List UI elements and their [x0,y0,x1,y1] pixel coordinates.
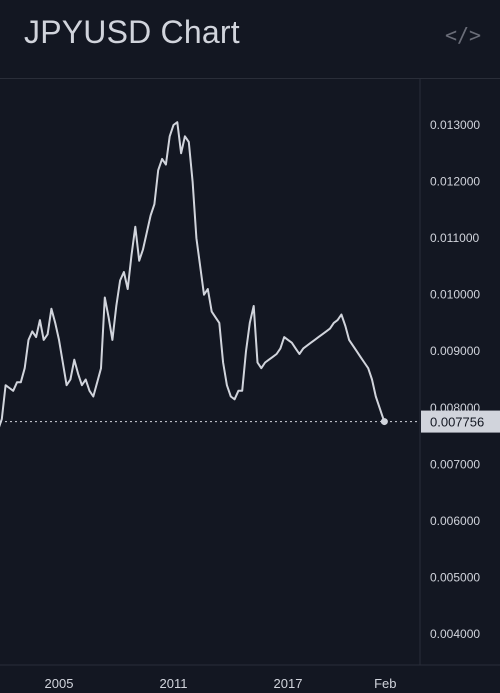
x-tick-label: Feb [374,676,396,691]
last-price-label: 0.007756 [430,415,484,430]
last-price-dot [380,418,388,426]
page-title: JPYUSD Chart [24,14,240,50]
last-price-label-bg [421,410,500,433]
y-tick-label: 0.005000 [430,570,480,584]
y-tick-label: 0.007000 [430,457,480,471]
y-tick-label: 0.009000 [430,344,480,358]
x-tick-label: 2011 [160,676,188,691]
time-axis: 2005 2011 2017 Feb [45,676,397,691]
y-tick-label: 0.010000 [430,288,480,302]
y-tick-label: 0.013000 [430,118,480,132]
code-icon[interactable]: </> [444,23,482,47]
x-tick-label: 2005 [45,676,74,691]
y-tick-label: 0.011000 [430,231,479,245]
y-tick-label: 0.006000 [430,514,480,528]
price-axis: 0.013000 0.012000 0.011000 0.010000 0.009000… [430,118,480,641]
y-tick-label: 0.004000 [430,627,480,641]
last-price-marker: 0.007756 [0,410,500,433]
y-tick-label: 0.012000 [430,175,480,189]
x-tick-label: 2017 [274,676,303,691]
chart-header: JPYUSD Chart </> [0,0,500,79]
plot-area [0,121,386,428]
series-line [0,121,386,428]
